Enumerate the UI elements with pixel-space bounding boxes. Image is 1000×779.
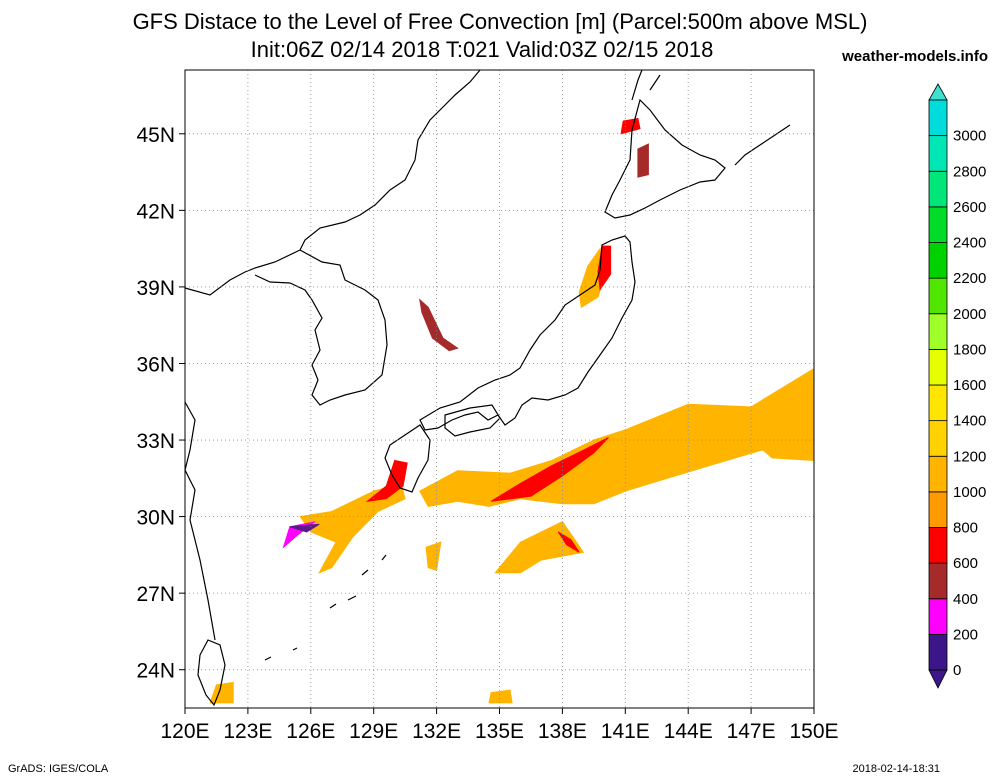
lat-tick-label: 39N [136,277,175,300]
colorbar-swatch [928,242,948,279]
colorbar-swatch [928,135,948,172]
lat-tick-label: 33N [136,430,175,453]
colorbar-swatch [928,170,948,208]
colorbar-bottom-arrow [928,669,948,689]
field-ryukyu-dark [289,523,320,533]
lat-tick-label: 36N [136,353,175,376]
colorbar-swatch [928,420,948,457]
field-sea-of-japan-brown [419,298,459,352]
field-south-patch-red [557,531,580,553]
colorbar-label: 0 [953,662,961,679]
coastline-korea [254,249,388,406]
colorbar-label: 600 [953,555,978,572]
colorbar-label: 2200 [953,270,986,287]
colorbar-swatch [928,562,948,600]
plot-frame [184,69,815,709]
field-kagoshima-red [365,459,408,503]
lon-tick-label: 144E [664,720,713,743]
coastline-asia-mainland [184,69,481,296]
colorbar-label: 800 [953,520,978,537]
field-kii-red-core [490,437,609,502]
colorbar-swatch [928,206,948,243]
colorbar: 0 200 400 600 800 1000 1200 1400 1600 1800 2000 220… [928,83,986,689]
lat-tick-label: 42N [136,200,175,223]
colorbar-label: 2800 [953,163,986,180]
colorbar-label: 2000 [953,306,986,323]
colorbar-label: 1800 [953,341,986,358]
colorbar-label: 2600 [953,199,986,216]
field-east-china-sea-band [299,482,406,574]
lon-tick-label: 147E [727,720,776,743]
lon-tick-label: 123E [223,720,272,743]
colorbar-swatch [928,99,948,137]
colorbar-label: 3000 [953,128,986,145]
coastline-kyushu [384,424,431,493]
coastline-taiwan [197,639,226,707]
footer-timestamp: 2018-02-14-18:31 [852,763,940,775]
colorbar-label: 1200 [953,448,986,465]
colorbar-label: 200 [953,626,978,643]
lon-tick-label: 120E [160,720,209,743]
field-ryukyu-magenta [282,521,316,549]
field-south-bottom-orange [488,689,513,704]
coastline-hokkaido [604,98,726,219]
field-izu-sea-patch [425,541,442,571]
footer-grads: GrADS: IGES/COLA [8,763,109,775]
colorbar-swatch [928,313,948,350]
lat-tick-label: 30N [136,507,175,530]
coastline-china-east [184,401,216,641]
colorbar-swatch [928,633,948,671]
title-line-1: GFS Distace to the Level of Free Convect… [132,9,868,34]
colorbar-swatch [928,527,948,564]
field-hokkaido-brown [637,143,649,178]
colorbar-swatch [928,455,948,493]
lfc-field-layer [209,117,815,704]
coastline-shikoku [444,404,501,437]
colorbar-swatch [928,598,948,635]
colorbar-label: 400 [953,591,978,608]
colorbar-top-arrow [928,83,948,101]
colorbar-label: 1400 [953,413,986,430]
colorbar-swatch [928,491,948,528]
coastline-layer [184,69,791,707]
lon-tick-label: 126E [286,720,335,743]
lon-tick-label: 129E [349,720,398,743]
lat-tick-label: 45N [136,124,175,147]
title-line-2: Init:06Z 02/14 2018 T:021 Valid:03Z 02/1… [250,37,714,62]
colorbar-swatch [928,348,948,386]
lon-tick-label: 138E [538,720,587,743]
colorbar-swatch [928,384,948,422]
lat-tick-label: 24N [136,660,175,683]
colorbar-label: 1000 [953,484,986,501]
lat-tick-label: 27N [136,583,175,606]
colorbar-label: 2400 [953,235,986,252]
lon-tick-label: 135E [475,720,524,743]
coastline-kuril [734,124,791,166]
field-shikoku-south-band [419,367,815,507]
gridlines [185,70,814,708]
colorbar-label: 1600 [953,377,986,394]
field-taiwan-orange [209,681,234,704]
coastline-honshu [419,235,636,431]
credit-label: weather-models.info [842,48,988,65]
lon-tick-label: 150E [789,720,838,743]
coastline-ryukyu [264,554,387,661]
coastline-sakhalin [631,69,661,101]
lon-tick-label: 132E [412,720,461,743]
field-hokkaido-north-red [620,117,641,135]
colorbar-swatch [928,277,948,315]
axis-ticks: 120E 123E 126E 129E 132E 135E 138E 141E 144E 147E… [136,124,838,743]
lon-tick-label: 141E [601,720,650,743]
field-east-pacific-orange [756,444,815,462]
